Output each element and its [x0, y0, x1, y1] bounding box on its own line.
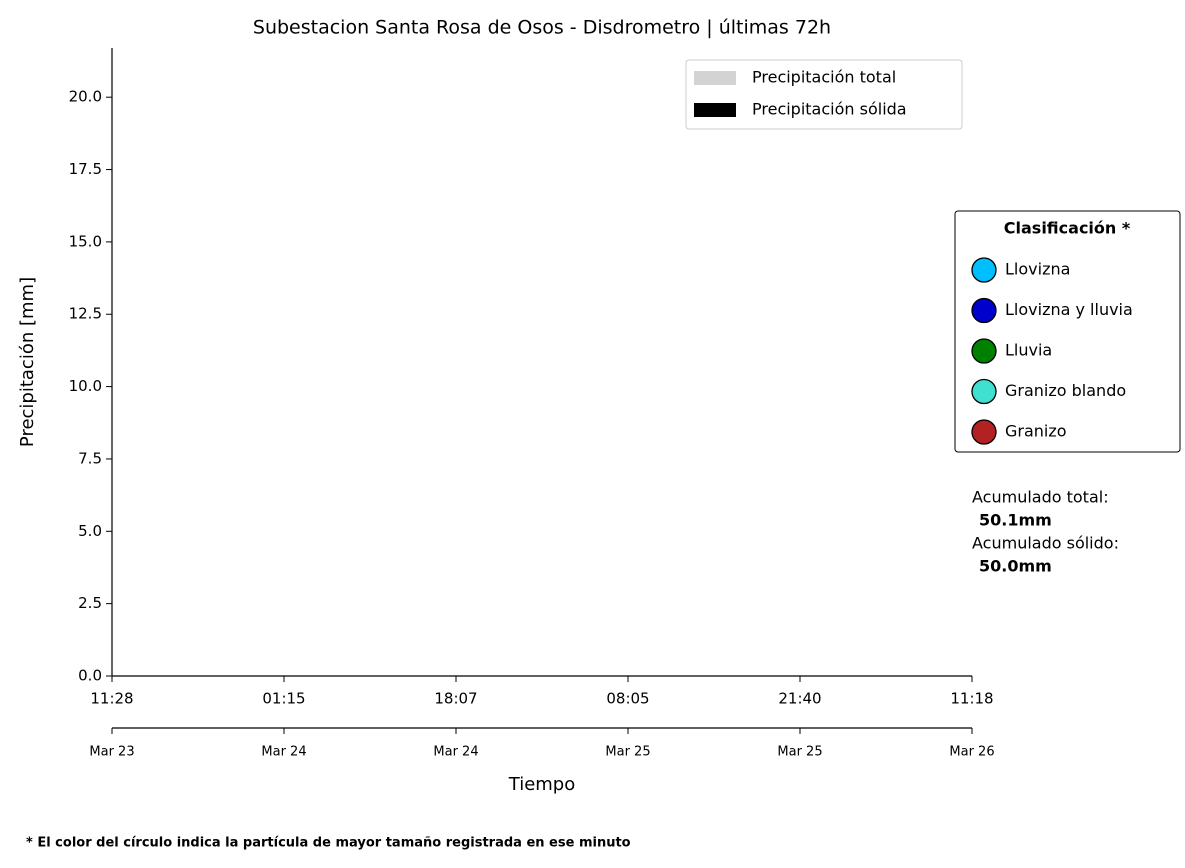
legend-box	[685, 59, 963, 130]
classification-marker	[971, 378, 997, 405]
x2-tick-label: Mar 25	[777, 745, 822, 760]
x2-tick-label: Mar 25	[605, 745, 650, 760]
y-tick-label: 2.5	[78, 594, 102, 612]
classification-marker	[971, 338, 997, 364]
classification-box	[954, 210, 1181, 453]
y-tick-label: 20.0	[69, 88, 102, 106]
classification-label: Lluvia	[1005, 341, 1052, 360]
annotation: 50.1mm	[979, 511, 1052, 530]
footnote: * El color del círculo indica la partícu…	[26, 836, 631, 851]
x-tick-label: 08:05	[606, 690, 649, 708]
classification-label: Llovizna	[1005, 260, 1070, 279]
x-tick-label: 11:28	[90, 690, 133, 708]
y-tick-label: 12.5	[69, 305, 102, 323]
classification-marker	[971, 257, 997, 283]
classification-marker	[971, 419, 997, 445]
y-tick-label: 10.0	[69, 377, 102, 395]
classification-label: Granizo blando	[1005, 381, 1126, 400]
legend-label: Precipitación total	[752, 68, 896, 87]
classification-label: Granizo	[1005, 422, 1067, 441]
y-tick-label: 17.5	[69, 160, 102, 178]
classification-marker	[971, 297, 997, 324]
x-axis-label: Tiempo	[508, 774, 576, 795]
classification-label: Llovizna y lluvia	[1005, 300, 1133, 319]
legend-swatch	[694, 71, 736, 85]
y-tick-label: 15.0	[69, 232, 102, 250]
x-tick-label: 11:18	[950, 690, 993, 708]
x2-tick-label: Mar 23	[89, 745, 134, 760]
annotation: Acumulado total:	[972, 488, 1109, 507]
x2-tick-label: Mar 24	[433, 745, 478, 760]
x2-tick-label: Mar 24	[261, 745, 306, 760]
annotation: Acumulado sólido:	[972, 534, 1119, 553]
annotation: 50.0mm	[979, 557, 1052, 576]
classification-title: Clasificación *	[1004, 219, 1131, 238]
x2-tick-label: Mar 26	[949, 745, 994, 760]
y-tick-label: 7.5	[78, 449, 102, 467]
y-tick-label: 5.0	[78, 522, 102, 540]
x-tick-label: 21:40	[778, 690, 821, 708]
legend-label: Precipitación sólida	[752, 100, 907, 119]
legend-swatch	[694, 103, 736, 117]
y-axis-label: Precipitación [mm]	[17, 277, 38, 447]
y-tick-label: 0.0	[78, 667, 102, 685]
x-tick-label: 01:15	[262, 690, 305, 708]
chart-title: Subestacion Santa Rosa de Osos - Disdrom…	[253, 17, 831, 39]
x-tick-label: 18:07	[434, 690, 477, 708]
